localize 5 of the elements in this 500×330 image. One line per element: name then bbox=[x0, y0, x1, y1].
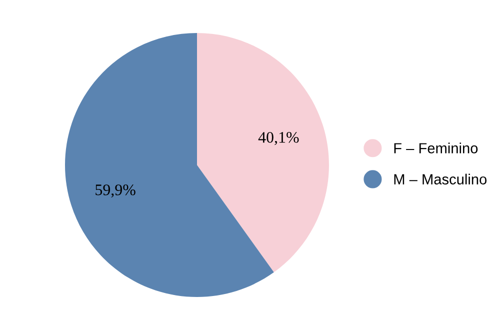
legend-label: F – Feminino bbox=[394, 142, 478, 154]
legend-label: M – Masculino bbox=[394, 174, 487, 184]
data-label: 59,9% bbox=[96, 184, 136, 198]
data-label: 40,1% bbox=[258, 132, 299, 146]
pie-slice bbox=[197, 33, 329, 272]
